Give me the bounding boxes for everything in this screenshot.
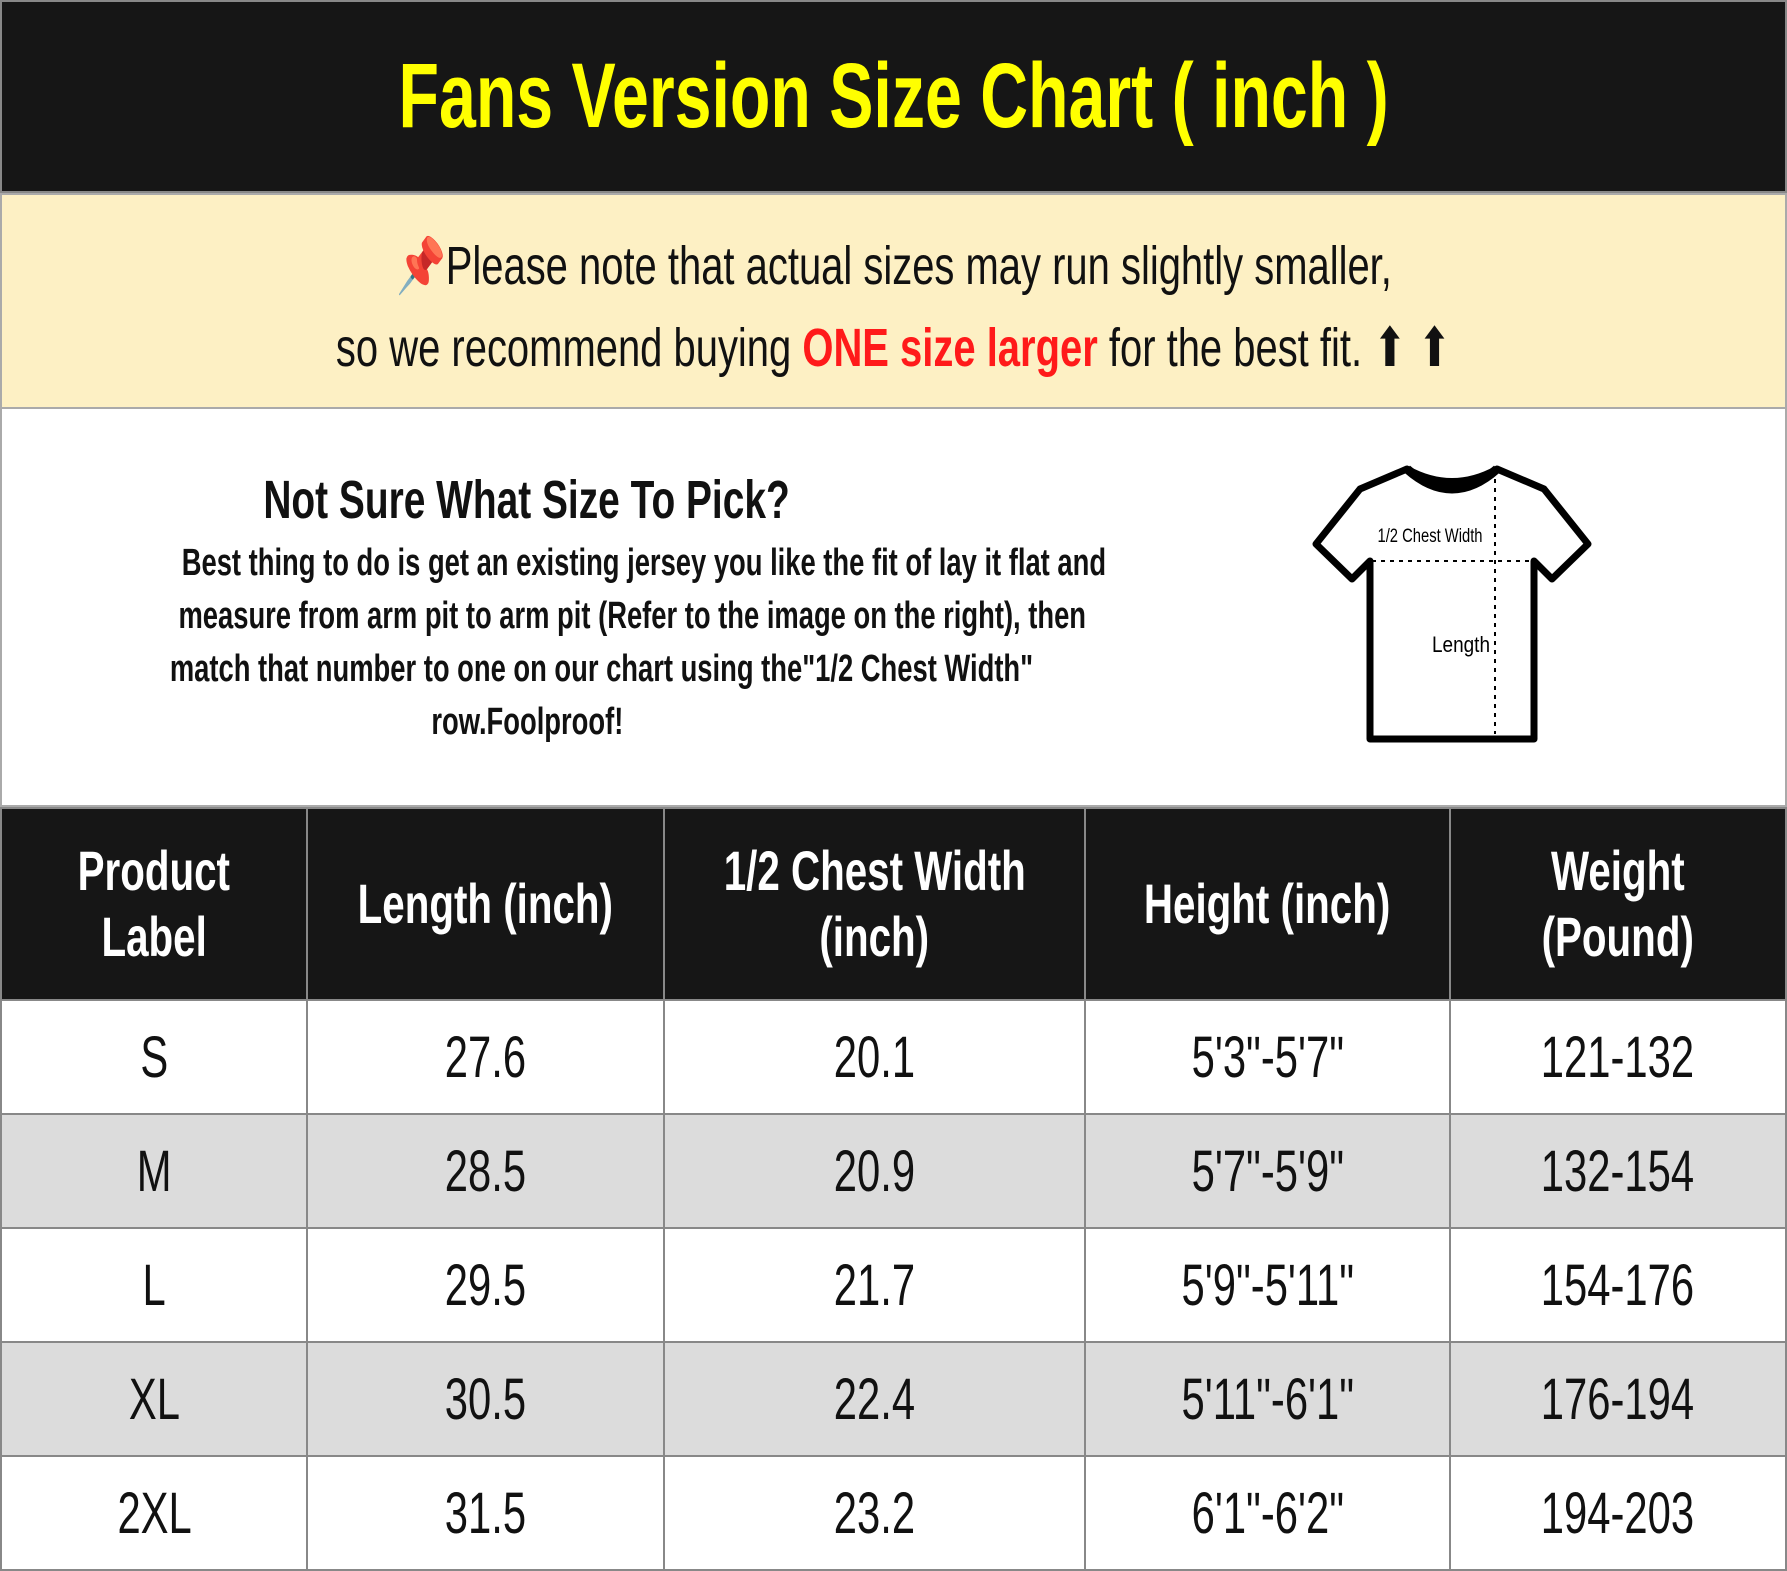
- table-cell: 21.7: [662, 1227, 1087, 1343]
- cell-value: 29.5: [444, 1252, 527, 1318]
- notice-banner: 📌Please note that actual sizes may run s…: [0, 193, 1787, 409]
- table-cell: XL: [0, 1341, 309, 1457]
- cell-value: 5'3"-5'7": [1191, 1024, 1344, 1090]
- notice-line-1: Please note that actual sizes may run sl…: [445, 236, 1392, 296]
- column-header-text: Product: [77, 839, 231, 902]
- cell-value: 5'11"-6'1": [1181, 1366, 1354, 1432]
- size-table: Product Label Length (inch) 1/2 Chest Width…: [0, 807, 1787, 1571]
- table-cell: 132-154: [1448, 1113, 1787, 1229]
- column-header-text: Label: [101, 905, 207, 968]
- chest-label: 1/2 Chest Width: [1378, 526, 1483, 547]
- cell-value: 20.1: [833, 1024, 916, 1090]
- table-cell: 22.4: [662, 1341, 1087, 1457]
- table-cell: 31.5: [306, 1455, 665, 1571]
- table-cell: S: [0, 999, 309, 1115]
- info-line: match that number to one on our chart us…: [169, 648, 1034, 690]
- cell-value: 154-176: [1541, 1252, 1695, 1318]
- column-header-text: 1/2 Chest Width: [723, 839, 1026, 902]
- table-cell: 30.5: [306, 1341, 665, 1457]
- cell-value: 132-154: [1541, 1138, 1695, 1204]
- cell-value: 20.9: [833, 1138, 916, 1204]
- column-header: Height (inch): [1084, 807, 1451, 1001]
- column-header: 1/2 Chest Width (inch): [662, 807, 1087, 1001]
- table-row: 2XL 31.5 23.2 6'1"-6'2" 194-203: [0, 1455, 1787, 1571]
- table-cell: 5'3"-5'7": [1084, 999, 1451, 1115]
- tshirt-diagram-icon: 1/2 Chest Width Length: [1312, 465, 1592, 743]
- pushpin-icon: 📌: [395, 236, 446, 296]
- column-header-text: Weight: [1551, 839, 1685, 902]
- column-header: Weight (Pound): [1448, 807, 1787, 1001]
- notice-line-2-post: for the best fit. ⬆ ⬆: [1097, 318, 1452, 378]
- cell-value: 176-194: [1541, 1366, 1695, 1432]
- page-title: Fans Version Size Chart ( inch ): [398, 45, 1389, 147]
- column-header: Length (inch): [306, 807, 665, 1001]
- cell-value: 28.5: [444, 1138, 527, 1204]
- info-line: measure from arm pit to arm pit (Refer t…: [178, 595, 1087, 637]
- column-header-text: (Pound): [1541, 905, 1695, 968]
- table-cell: 20.9: [662, 1113, 1087, 1229]
- table-cell: 27.6: [306, 999, 665, 1115]
- table-cell: 121-132: [1448, 999, 1787, 1115]
- table-row: XL 30.5 22.4 5'11"-6'1" 176-194: [0, 1341, 1787, 1457]
- cell-value: 6'1"-6'2": [1191, 1480, 1344, 1546]
- table-cell: 23.2: [662, 1455, 1087, 1571]
- cell-value: 22.4: [833, 1366, 916, 1432]
- column-header: Product Label: [0, 807, 309, 1001]
- table-cell: 5'7"-5'9": [1084, 1113, 1451, 1229]
- table-cell: 20.1: [662, 999, 1087, 1115]
- cell-value: L: [142, 1252, 166, 1318]
- table-row: M 28.5 20.9 5'7"-5'9" 132-154: [0, 1113, 1787, 1229]
- length-label: Length: [1432, 632, 1490, 657]
- info-heading: Not Sure What Size To Pick?: [263, 470, 791, 530]
- notice-line-2-pre: so we recommend buying: [335, 318, 803, 378]
- table-cell: 5'9"-5'11": [1084, 1227, 1451, 1343]
- table-cell: 194-203: [1448, 1455, 1787, 1571]
- cell-value: 5'9"-5'11": [1181, 1252, 1354, 1318]
- column-header-text: Length (inch): [357, 872, 614, 935]
- cell-value: 121-132: [1541, 1024, 1695, 1090]
- cell-value: 27.6: [444, 1024, 527, 1090]
- cell-value: 23.2: [833, 1480, 916, 1546]
- title-bar: Fans Version Size Chart ( inch ): [0, 0, 1787, 193]
- cell-value: 31.5: [444, 1480, 527, 1546]
- info-line: row.Foolproof!: [431, 701, 623, 743]
- table-row: L 29.5 21.7 5'9"-5'11" 154-176: [0, 1227, 1787, 1343]
- info-section: Not Sure What Size To Pick? Best thing t…: [0, 409, 1787, 807]
- table-cell: M: [0, 1113, 309, 1229]
- cell-value: M: [136, 1138, 172, 1204]
- info-line: Best thing to do is get an existing jers…: [181, 542, 1107, 584]
- table-cell: 2XL: [0, 1455, 309, 1571]
- cell-value: XL: [128, 1366, 180, 1432]
- table-cell: 28.5: [306, 1113, 665, 1229]
- table-cell: 176-194: [1448, 1341, 1787, 1457]
- table-cell: 6'1"-6'2": [1084, 1455, 1451, 1571]
- table-row: S 27.6 20.1 5'3"-5'7" 121-132: [0, 999, 1787, 1115]
- cell-value: 30.5: [444, 1366, 527, 1432]
- column-header-text: Height (inch): [1144, 872, 1391, 935]
- table-cell: 5'11"-6'1": [1084, 1341, 1451, 1457]
- column-header-text: (inch): [819, 905, 930, 968]
- cell-value: 21.7: [833, 1252, 916, 1318]
- table-cell: L: [0, 1227, 309, 1343]
- table-cell: 154-176: [1448, 1227, 1787, 1343]
- cell-value: 5'7"-5'9": [1191, 1138, 1344, 1204]
- table-cell: 29.5: [306, 1227, 665, 1343]
- cell-value: S: [140, 1024, 169, 1090]
- cell-value: 194-203: [1541, 1480, 1695, 1546]
- notice-highlight: ONE size larger: [802, 318, 1098, 378]
- cell-value: 2XL: [116, 1480, 192, 1546]
